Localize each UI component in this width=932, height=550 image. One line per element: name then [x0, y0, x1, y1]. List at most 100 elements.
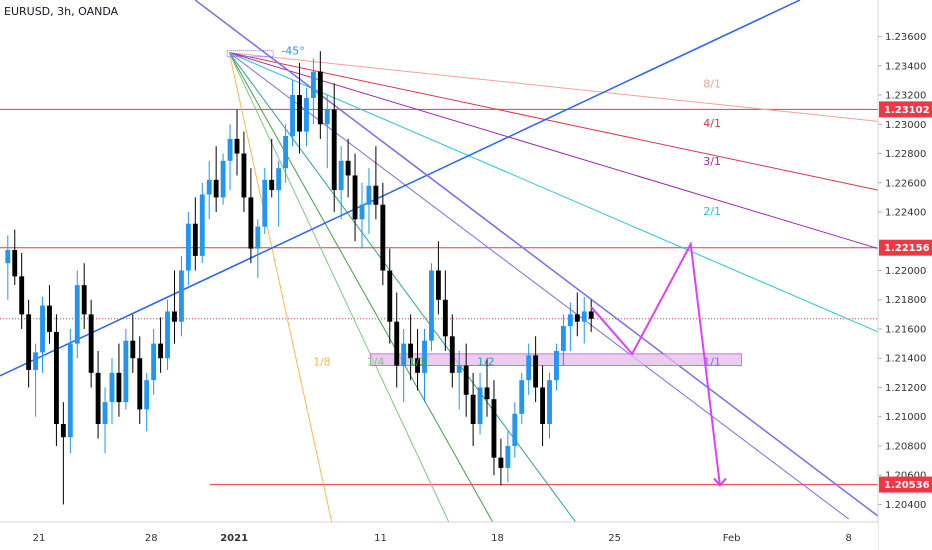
price-tag[interactable]: 1.22156 — [879, 239, 932, 256]
gann-fan-line-8[interactable] — [228, 52, 333, 523]
ascending-trendline[interactable] — [0, 0, 801, 377]
candle[interactable] — [331, 83, 337, 213]
candle[interactable] — [373, 146, 379, 220]
candle[interactable] — [484, 358, 490, 417]
candle[interactable] — [470, 372, 476, 446]
candle[interactable] — [60, 402, 66, 505]
candle[interactable] — [262, 168, 268, 234]
candle[interactable] — [185, 212, 191, 286]
price-tag[interactable]: 1.23102 — [879, 101, 932, 118]
candle[interactable] — [547, 372, 552, 439]
candle[interactable] — [429, 263, 434, 351]
candle[interactable] — [588, 299, 594, 332]
candle[interactable] — [88, 299, 94, 388]
candle[interactable] — [498, 438, 504, 486]
candle[interactable] — [554, 343, 559, 391]
candle[interactable] — [574, 292, 580, 337]
candle[interactable] — [456, 350, 462, 410]
candle[interactable] — [449, 314, 455, 388]
candle[interactable] — [401, 328, 407, 403]
candle[interactable] — [123, 328, 129, 410]
candle[interactable] — [567, 302, 573, 351]
gann-fan-line-1[interactable] — [229, 52, 879, 191]
candle[interactable] — [47, 285, 52, 344]
candle[interactable] — [345, 138, 351, 198]
price-tag[interactable]: 1.20536 — [879, 476, 932, 493]
candle[interactable] — [227, 124, 233, 191]
candle[interactable] — [408, 314, 414, 381]
candle[interactable] — [53, 314, 59, 446]
candle[interactable] — [359, 182, 365, 249]
candle[interactable] — [290, 80, 295, 147]
candle[interactable] — [144, 372, 150, 432]
candle[interactable] — [12, 229, 18, 286]
candle[interactable] — [519, 372, 525, 425]
candle[interactable] — [137, 336, 143, 425]
candle[interactable] — [581, 296, 587, 344]
candle[interactable] — [317, 51, 323, 139]
candle[interactable] — [5, 235, 11, 300]
candle[interactable] — [19, 252, 25, 329]
gann-fan-line-2[interactable] — [229, 52, 879, 250]
candle[interactable] — [255, 219, 261, 278]
candle[interactable] — [366, 168, 372, 234]
gann-fan-line-6[interactable] — [228, 52, 494, 523]
candle[interactable] — [491, 380, 497, 476]
candle[interactable] — [512, 402, 518, 458]
candle[interactable] — [213, 146, 219, 213]
candle[interactable] — [422, 328, 427, 403]
candle[interactable] — [533, 336, 539, 403]
gann-fan-line-5[interactable] — [228, 52, 576, 523]
price-axis[interactable] — [879, 0, 932, 550]
candle[interactable] — [540, 365, 546, 446]
candle[interactable] — [33, 343, 39, 417]
candle[interactable] — [248, 168, 254, 264]
candle[interactable] — [415, 328, 420, 391]
candle[interactable] — [380, 182, 386, 286]
candle[interactable] — [283, 124, 289, 183]
candle[interactable] — [442, 270, 448, 351]
candle[interactable] — [199, 182, 205, 264]
candle[interactable] — [67, 328, 73, 454]
candle[interactable] — [26, 299, 32, 388]
candle[interactable] — [109, 358, 115, 425]
candle[interactable] — [387, 248, 393, 344]
candle[interactable] — [505, 431, 511, 483]
candle[interactable] — [352, 153, 358, 242]
gann-origin-box[interactable] — [226, 50, 274, 58]
candle[interactable] — [324, 95, 330, 169]
candle[interactable] — [74, 270, 80, 359]
candle[interactable] — [526, 343, 532, 395]
descending-trendline[interactable] — [194, 0, 879, 517]
candle[interactable] — [338, 146, 344, 220]
candle[interactable] — [206, 160, 212, 220]
candle[interactable] — [151, 328, 157, 395]
candle[interactable] — [130, 314, 136, 373]
candle[interactable] — [172, 270, 177, 344]
candle[interactable] — [81, 263, 87, 329]
candle[interactable] — [304, 87, 309, 147]
candle[interactable] — [435, 241, 441, 315]
time-axis[interactable] — [0, 523, 878, 550]
candle[interactable] — [241, 131, 247, 213]
candle[interactable] — [394, 292, 400, 388]
candle[interactable] — [269, 138, 275, 198]
candle[interactable] — [102, 387, 108, 454]
candle[interactable] — [477, 372, 483, 435]
gann-fan-line-3[interactable] — [229, 52, 879, 333]
candle[interactable] — [116, 343, 122, 417]
gann-fan-line-7[interactable] — [228, 52, 450, 523]
candle[interactable] — [276, 160, 282, 227]
candle[interactable] — [158, 317, 164, 373]
candle[interactable] — [234, 109, 240, 176]
candle[interactable] — [297, 62, 302, 154]
candle[interactable] — [165, 299, 170, 370]
gann-fan-line-0[interactable] — [229, 52, 879, 122]
candle[interactable] — [95, 350, 101, 439]
candle[interactable] — [220, 153, 226, 205]
candle[interactable] — [192, 197, 198, 271]
candle[interactable] — [40, 296, 45, 373]
candle[interactable] — [310, 58, 316, 125]
